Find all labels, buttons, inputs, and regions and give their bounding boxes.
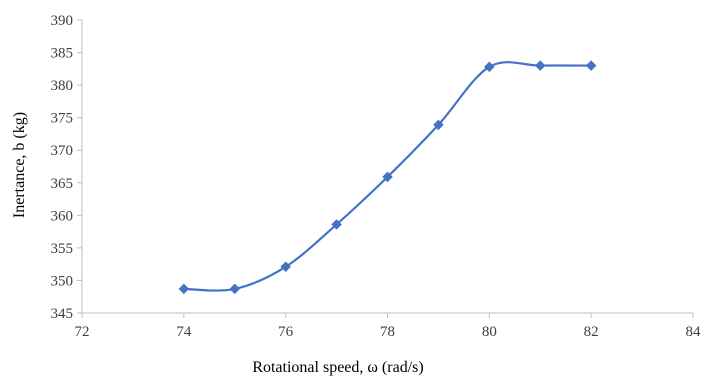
data-point-marker — [534, 60, 546, 71]
data-point-marker — [331, 219, 342, 230]
data-point-marker — [178, 283, 190, 295]
y-tick-label: 375 — [51, 111, 74, 127]
x-tick-label: 74 — [176, 324, 192, 340]
series-group — [178, 60, 597, 295]
x-tick-label: 78 — [380, 324, 395, 340]
data-point-marker — [229, 283, 241, 295]
x-axis: 72 74 76 78 80 82 84 — [75, 312, 702, 340]
x-tick-label: 84 — [686, 324, 702, 340]
data-point-marker — [382, 171, 393, 183]
x-tick-label: 72 — [75, 324, 90, 340]
y-tick-label: 345 — [51, 306, 74, 322]
x-tick-label: 80 — [482, 324, 497, 340]
data-point-marker — [280, 261, 292, 273]
data-point-marker — [433, 119, 444, 131]
y-tick-label: 365 — [51, 176, 74, 192]
y-tick-label: 355 — [51, 241, 74, 257]
x-tick-label: 76 — [278, 324, 294, 340]
y-tick-label: 380 — [51, 78, 74, 94]
x-axis-title: Rotational speed, ω (rad/s) — [252, 359, 423, 376]
y-tick-label: 360 — [51, 208, 74, 224]
y-tick-label: 390 — [51, 13, 74, 29]
y-axis: 345 350 355 360 365 370 375 380 385 390 — [51, 13, 83, 322]
y-tick-label: 385 — [51, 46, 74, 62]
data-point-marker — [585, 60, 597, 71]
y-axis-title: Inertance, b (kg) — [11, 112, 28, 218]
y-tick-label: 370 — [51, 143, 74, 159]
data-point-marker — [483, 61, 495, 73]
y-tick-label: 350 — [51, 273, 74, 289]
x-tick-label: 82 — [584, 324, 599, 340]
